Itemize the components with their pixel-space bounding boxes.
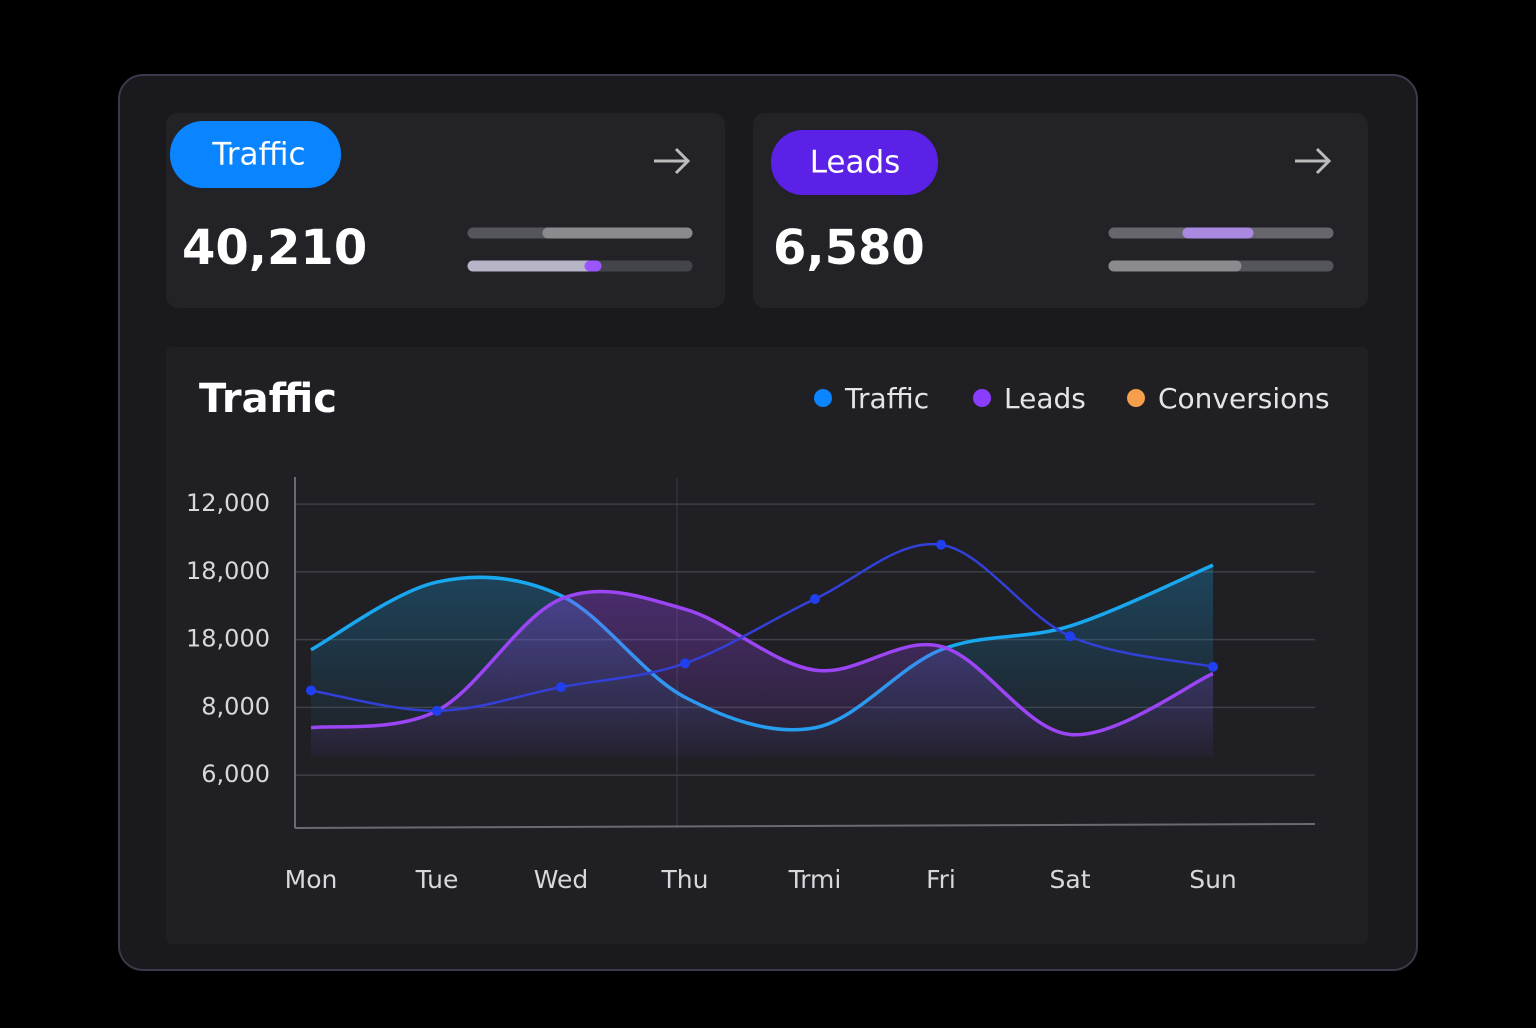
- legend-label: Leads: [1004, 382, 1086, 415]
- x-tick-label: Wed: [534, 865, 589, 894]
- legend-label: Conversions: [1158, 382, 1330, 415]
- x-tick-label: Sat: [1050, 865, 1091, 894]
- area: [311, 591, 1213, 757]
- y-tick-label: 18,000: [186, 557, 270, 585]
- y-tick-label: 6,000: [201, 760, 270, 788]
- chart-title: Traffic: [199, 376, 337, 422]
- card-value: 6,580: [773, 220, 925, 276]
- legend-dot: [1127, 389, 1145, 407]
- x-axis: [294, 823, 1316, 829]
- legend-dot: [814, 389, 832, 407]
- point: [810, 593, 820, 604]
- progress-bars: [467, 227, 1334, 272]
- point: [936, 539, 946, 550]
- x-tick-label: Tue: [415, 865, 459, 894]
- x-tick-label: Thu: [661, 865, 709, 894]
- pill-label[interactable]: Leads: [810, 145, 901, 181]
- point: [556, 682, 566, 693]
- y-tick-label: 18,000: [186, 625, 270, 653]
- chart-panel: [166, 347, 1368, 944]
- plot: [295, 503, 1315, 776]
- point: [680, 658, 690, 669]
- arrow[interactable]: [1295, 147, 1332, 175]
- line: [310, 542, 1214, 713]
- legend-dot: [973, 389, 991, 407]
- point: [432, 705, 442, 716]
- arrow[interactable]: [654, 147, 691, 175]
- x-tick-label: Mon: [285, 865, 338, 894]
- point: [1208, 661, 1218, 672]
- y-tick-label: 12,000: [186, 489, 270, 517]
- pill[interactable]: [170, 121, 341, 188]
- legend-label: Traffic: [844, 382, 929, 415]
- y-tick-label: 8,000: [201, 692, 270, 720]
- line: [310, 589, 1214, 737]
- card-value: 40,210: [182, 220, 367, 276]
- x-tick-label: Trmi: [788, 865, 842, 894]
- pill[interactable]: [771, 130, 938, 195]
- x-tick-label: Sun: [1189, 865, 1237, 894]
- point: [306, 685, 316, 696]
- point: [1065, 631, 1075, 642]
- pill-label[interactable]: Traffic: [211, 137, 305, 173]
- x-tick-label: Fri: [926, 865, 956, 894]
